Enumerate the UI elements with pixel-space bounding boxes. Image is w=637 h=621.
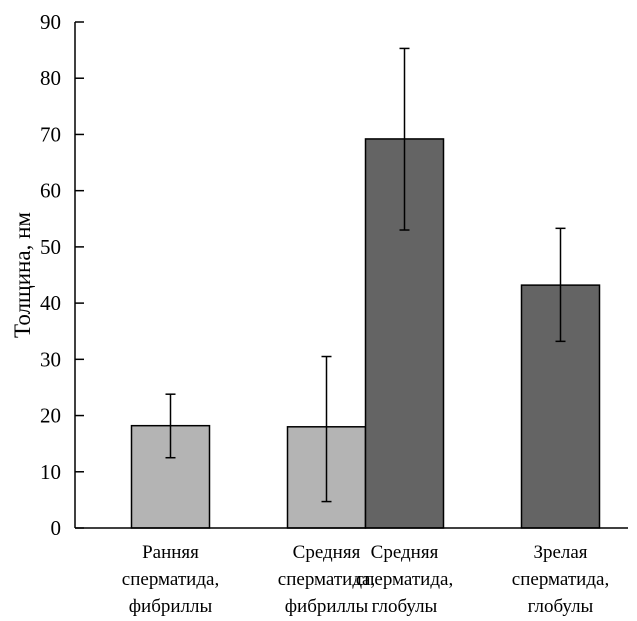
y-tick-label: 0 <box>51 516 62 540</box>
y-tick-label: 60 <box>40 179 61 203</box>
x-axis: Ранняя сперматида, фибриллы Средняя спермати… <box>75 527 628 617</box>
y-tick-label: 20 <box>40 404 61 428</box>
x-category-label-line: Средняя <box>293 542 361 563</box>
x-category-label-line: сперматида, <box>356 569 453 590</box>
y-tick-label: 40 <box>40 291 61 315</box>
y-tick-label: 80 <box>40 66 61 90</box>
x-category-label-line: фибриллы <box>129 596 213 617</box>
x-category-label: Средняя сперматида, глобулы <box>356 542 453 617</box>
x-category-label-line: сперматида, <box>512 569 609 590</box>
y-tick-label: 70 <box>40 122 61 146</box>
y-tick-label: 90 <box>40 10 61 34</box>
y-tick-label: 10 <box>40 460 61 484</box>
x-category-label-line: сперматида, <box>122 569 219 590</box>
x-category-label-line: сперматида, <box>278 569 375 590</box>
x-category-label-line: Средняя <box>371 542 439 563</box>
y-tick-label: 50 <box>40 235 61 259</box>
x-category-label: Зрелая сперматида, глобулы <box>512 542 609 617</box>
x-category-label: Ранняя сперматида, фибриллы <box>122 542 219 617</box>
x-category-label: Средняя сперматида, фибриллы <box>278 542 375 617</box>
y-tick-label: 30 <box>40 347 61 371</box>
x-category-label-line: глобулы <box>528 596 594 617</box>
x-category-label-line: глобулы <box>372 596 438 617</box>
x-category-label-line: фибриллы <box>285 596 369 617</box>
bars <box>130 138 601 529</box>
y-axis: 0 10 20 30 40 50 60 70 80 90 <box>40 10 84 540</box>
x-category-label-line: Ранняя <box>142 542 199 563</box>
y-axis-title: Толщина, нм <box>10 212 35 338</box>
error-bars <box>165 47 566 503</box>
x-category-label-line: Зрелая <box>533 542 587 563</box>
